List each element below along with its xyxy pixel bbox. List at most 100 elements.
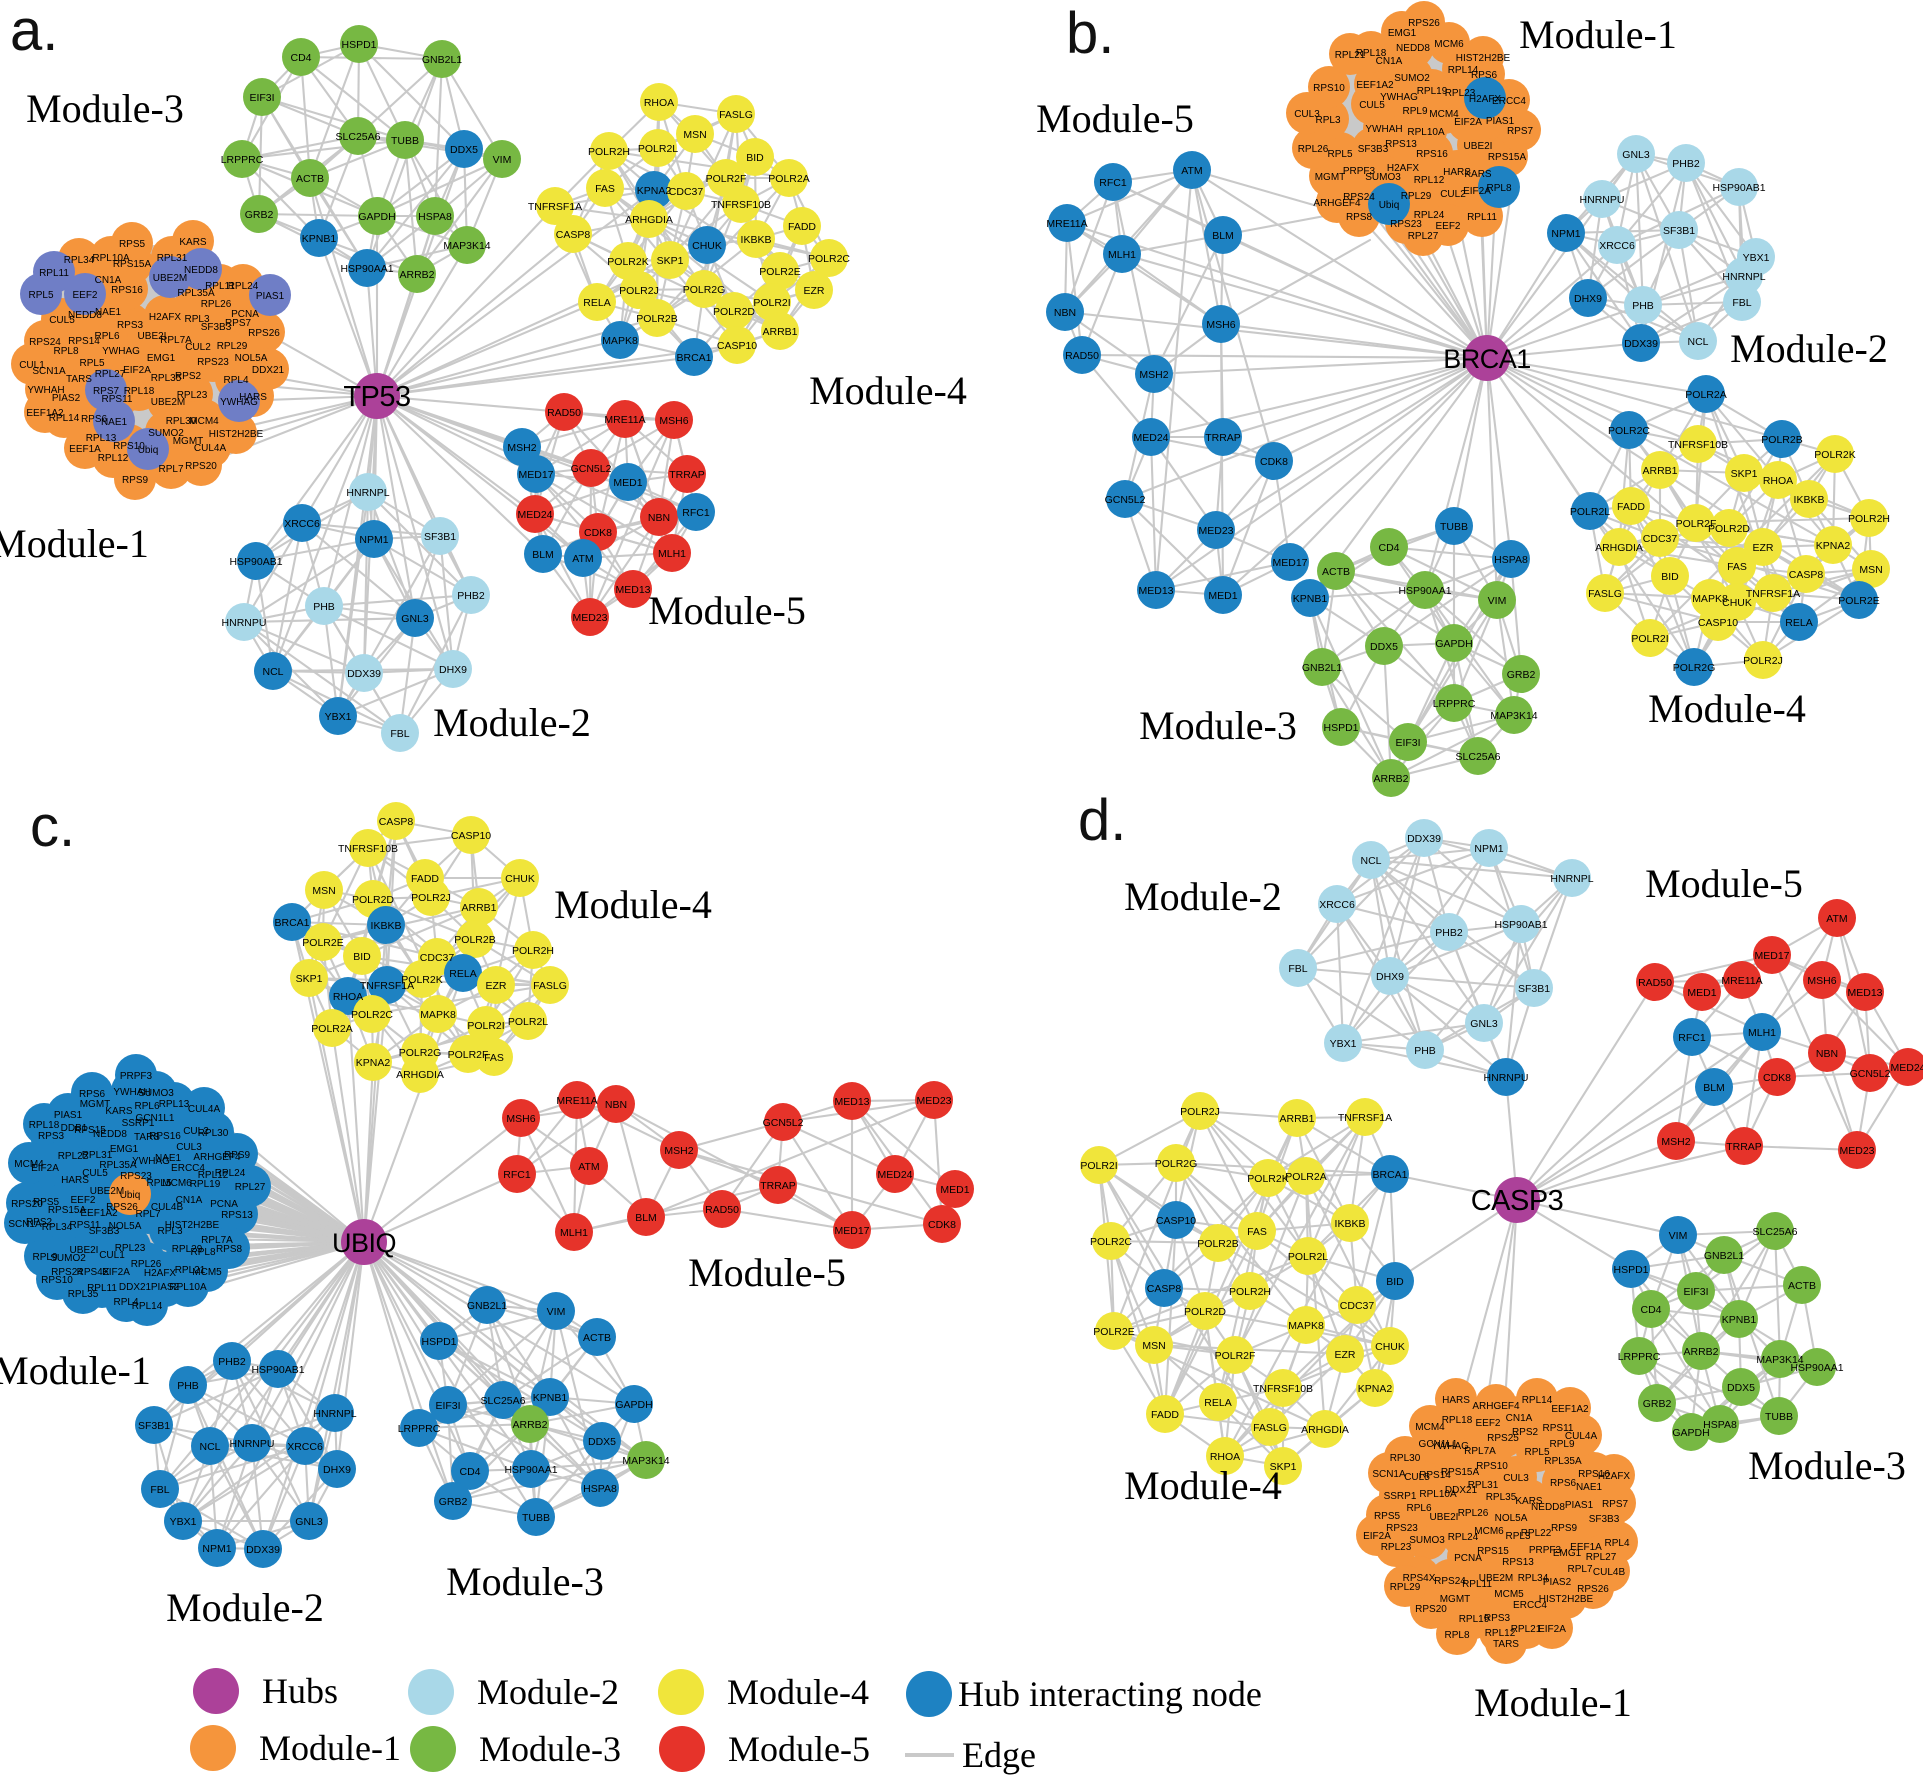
svg-text:RPL10A: RPL10A: [92, 253, 130, 264]
svg-text:GRB2: GRB2: [1507, 669, 1536, 681]
svg-text:RPL24: RPL24: [1414, 210, 1445, 221]
svg-text:LRPPRC: LRPPRC: [1618, 1351, 1661, 1363]
svg-text:Module-4: Module-4: [809, 368, 967, 413]
svg-text:CHUK: CHUK: [505, 873, 535, 885]
svg-text:Module-3: Module-3: [479, 1729, 621, 1769]
svg-text:EIF2A: EIF2A: [1463, 186, 1491, 197]
svg-text:POLR2K: POLR2K: [1814, 449, 1855, 461]
svg-text:VIM: VIM: [1488, 595, 1507, 607]
svg-text:SF3B1: SF3B1: [1663, 225, 1695, 237]
svg-text:NCL: NCL: [1360, 855, 1381, 867]
svg-text:Hubs: Hubs: [262, 1671, 338, 1711]
svg-text:POLR2G: POLR2G: [1673, 662, 1716, 674]
svg-text:a.: a.: [10, 0, 58, 63]
svg-text:MGMT: MGMT: [173, 436, 204, 447]
svg-text:YWHAG: YWHAG: [220, 397, 258, 408]
svg-text:NOL5A: NOL5A: [1495, 1513, 1528, 1524]
svg-text:POLR2H: POLR2H: [588, 146, 630, 158]
svg-text:CUL4A: CUL4A: [188, 1104, 221, 1115]
svg-text:RPL18: RPL18: [29, 1120, 60, 1131]
svg-text:SUMO3: SUMO3: [1365, 172, 1401, 183]
svg-text:HNRNPL: HNRNPL: [1550, 873, 1593, 885]
svg-text:POLR2B: POLR2B: [636, 313, 677, 325]
svg-text:MRE11A: MRE11A: [604, 414, 645, 426]
svg-text:CDK8: CDK8: [1763, 1072, 1791, 1084]
svg-text:RFC1: RFC1: [682, 507, 710, 519]
svg-text:RPL7A: RPL7A: [201, 1235, 233, 1246]
svg-text:RPS10: RPS10: [41, 1275, 73, 1286]
svg-text:DDX5: DDX5: [1727, 1382, 1755, 1394]
svg-text:RPL26: RPL26: [1298, 144, 1329, 155]
svg-text:ARRB2: ARRB2: [512, 1419, 547, 1431]
svg-text:MED24: MED24: [1890, 1062, 1923, 1074]
svg-text:NBN: NBN: [1816, 1048, 1838, 1060]
svg-text:FBL: FBL: [150, 1484, 169, 1496]
svg-text:IKBKB: IKBKB: [741, 234, 772, 246]
svg-text:EIF3I: EIF3I: [435, 1400, 460, 1412]
svg-text:POLR2K: POLR2K: [1247, 1173, 1288, 1185]
svg-text:RPL11: RPL11: [87, 1283, 117, 1294]
svg-text:RPL19: RPL19: [190, 1179, 221, 1190]
svg-text:EEF1A2: EEF1A2: [80, 1208, 118, 1219]
svg-text:CUL2: CUL2: [183, 1126, 209, 1137]
svg-text:POLR2K: POLR2K: [607, 256, 648, 268]
svg-text:CD4: CD4: [290, 52, 311, 64]
svg-text:SF3B3: SF3B3: [89, 1226, 120, 1237]
svg-text:NAE1: NAE1: [155, 1153, 182, 1164]
svg-text:SLC25A6: SLC25A6: [1753, 1226, 1798, 1238]
svg-text:RPL18: RPL18: [1356, 48, 1387, 59]
svg-text:RPS8: RPS8: [1346, 212, 1373, 223]
svg-text:PHB: PHB: [1414, 1045, 1436, 1057]
svg-text:HNRNPU: HNRNPU: [230, 1438, 275, 1450]
svg-text:EIF3I: EIF3I: [249, 92, 274, 104]
svg-text:RPS24: RPS24: [1434, 1576, 1466, 1587]
svg-text:Module-1: Module-1: [1474, 1680, 1632, 1725]
svg-text:CUL3: CUL3: [1294, 109, 1320, 120]
svg-text:RPS13: RPS13: [1502, 1557, 1534, 1568]
svg-text:NEDD8: NEDD8: [93, 1129, 127, 1140]
svg-text:CUL5: CUL5: [82, 1168, 108, 1179]
svg-text:RPS15: RPS15: [74, 1125, 106, 1136]
svg-text:RPL13: RPL13: [86, 433, 117, 444]
svg-text:RPS9: RPS9: [224, 1150, 251, 1161]
svg-text:GAPDH: GAPDH: [358, 211, 395, 223]
svg-text:SSRP1: SSRP1: [122, 1118, 155, 1129]
svg-text:POLR2I: POLR2I: [1080, 1160, 1117, 1172]
svg-text:MED23: MED23: [572, 612, 607, 624]
svg-text:RHOA: RHOA: [1210, 1451, 1240, 1463]
svg-text:ARHGDIA: ARHGDIA: [1301, 1424, 1349, 1436]
svg-text:XRCC6: XRCC6: [287, 1441, 323, 1453]
svg-text:ATM: ATM: [1826, 913, 1847, 925]
svg-text:TUBB: TUBB: [522, 1512, 550, 1524]
svg-text:RPS2: RPS2: [26, 1217, 53, 1228]
svg-text:RPS13: RPS13: [1385, 139, 1417, 150]
svg-text:CDC37: CDC37: [669, 186, 704, 198]
svg-text:CASP8: CASP8: [556, 229, 591, 241]
svg-text:EMG1: EMG1: [1388, 28, 1417, 39]
svg-text:BLM: BLM: [1212, 230, 1234, 242]
svg-text:RPS8: RPS8: [216, 1244, 243, 1255]
svg-text:Module-2: Module-2: [477, 1672, 619, 1712]
svg-text:RPS4X: RPS4X: [1403, 1573, 1436, 1584]
svg-text:PHB: PHB: [1632, 300, 1654, 312]
svg-text:NOL5A: NOL5A: [109, 1221, 142, 1232]
svg-text:EIF2A: EIF2A: [123, 365, 151, 376]
svg-text:RPL5: RPL5: [1524, 1447, 1549, 1458]
svg-text:PIAS1: PIAS1: [1565, 1500, 1594, 1511]
svg-text:POLR2F: POLR2F: [1215, 1350, 1256, 1362]
svg-text:MED17: MED17: [1272, 557, 1307, 569]
svg-text:POLR2A: POLR2A: [311, 1023, 352, 1035]
svg-text:GCN1L1: GCN1L1: [136, 1113, 175, 1124]
svg-text:RPL5: RPL5: [28, 290, 53, 301]
svg-text:CASP8: CASP8: [1789, 569, 1824, 581]
svg-text:NAE1: NAE1: [1576, 1482, 1603, 1493]
svg-text:RPS16: RPS16: [1578, 1469, 1610, 1480]
svg-text:RPS14: RPS14: [1419, 1470, 1451, 1481]
svg-text:RPL11: RPL11: [205, 281, 235, 292]
svg-text:NEDD8: NEDD8: [1531, 1502, 1565, 1513]
svg-text:DDB1: DDB1: [61, 1123, 88, 1134]
svg-text:MAPK8: MAPK8: [1692, 593, 1728, 605]
svg-text:TNFRSF10B: TNFRSF10B: [1253, 1383, 1313, 1395]
svg-text:RPL10A: RPL10A: [1419, 1489, 1457, 1500]
svg-text:RPS23: RPS23: [1386, 1523, 1418, 1534]
